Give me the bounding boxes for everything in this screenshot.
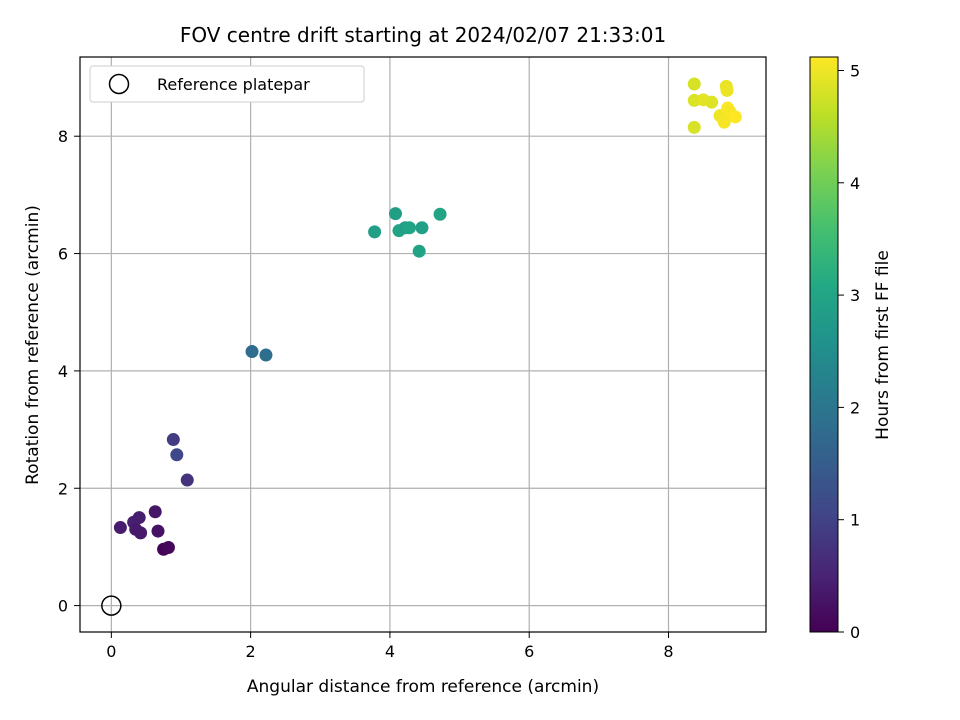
scatter-point bbox=[415, 221, 429, 235]
scatter-point bbox=[433, 207, 447, 221]
scatter-point bbox=[388, 207, 402, 221]
scatter-point bbox=[113, 521, 127, 535]
scatter-point bbox=[259, 348, 273, 362]
colorbar-ticks: 0 1 2 3 4 5 bbox=[838, 61, 860, 642]
colorbar-label: Hours from first FF file bbox=[873, 250, 893, 440]
x-tick-label: 8 bbox=[663, 642, 673, 661]
y-tick-label: 4 bbox=[58, 362, 68, 381]
scatter-point bbox=[166, 433, 180, 447]
scatter-point bbox=[687, 120, 701, 134]
x-axis-ticks: 0 2 4 6 8 bbox=[106, 632, 674, 661]
x-tick-label: 6 bbox=[524, 642, 534, 661]
scatter-point bbox=[161, 541, 175, 555]
x-tick-label: 2 bbox=[246, 642, 256, 661]
scatter-point bbox=[705, 95, 719, 109]
scatter-point bbox=[132, 511, 146, 525]
scatter-point bbox=[687, 77, 701, 91]
x-tick-label: 0 bbox=[106, 642, 116, 661]
colorbar-tick-label: 0 bbox=[850, 623, 860, 642]
scatter-point bbox=[728, 110, 742, 124]
scatter-point bbox=[180, 473, 194, 487]
scatter-point bbox=[170, 448, 184, 462]
y-tick-label: 6 bbox=[58, 245, 68, 264]
legend-marker bbox=[108, 73, 130, 95]
data-points bbox=[113, 77, 742, 556]
colorbar-tick-label: 3 bbox=[850, 286, 860, 305]
scatter-point bbox=[720, 83, 734, 97]
plot-area bbox=[80, 57, 766, 632]
scatter-point bbox=[368, 225, 382, 239]
scatter-point bbox=[245, 345, 259, 359]
x-axis-label: Angular distance from reference (arcmin) bbox=[247, 677, 599, 697]
x-tick-label: 4 bbox=[385, 642, 395, 661]
reference-point bbox=[101, 595, 122, 616]
scatter-point bbox=[134, 526, 148, 540]
scatter-point bbox=[402, 221, 416, 235]
colorbar-tick-label: 5 bbox=[850, 61, 860, 80]
reference-marker bbox=[101, 595, 122, 616]
scatter-point bbox=[412, 244, 426, 258]
scatter-point bbox=[151, 524, 165, 538]
y-tick-label: 8 bbox=[58, 127, 68, 146]
y-tick-label: 0 bbox=[58, 597, 68, 616]
colorbar: 0 1 2 3 4 5 Hours from first FF file bbox=[809, 56, 893, 642]
y-tick-label: 2 bbox=[58, 479, 68, 498]
y-axis-label: Rotation from reference (arcmin) bbox=[23, 205, 43, 485]
chart-title: FOV centre drift starting at 2024/02/07 … bbox=[180, 23, 666, 47]
plot-frame bbox=[79, 56, 767, 633]
legend-box bbox=[89, 65, 365, 103]
legend: Reference platepar bbox=[89, 65, 365, 103]
colorbar-tick-label: 2 bbox=[850, 398, 860, 417]
colorbar-gradient bbox=[809, 56, 839, 633]
colorbar-tick-label: 4 bbox=[850, 174, 860, 193]
colorbar-tick-label: 1 bbox=[850, 511, 860, 530]
y-axis-ticks: 0 2 4 6 8 bbox=[58, 127, 80, 616]
legend-label: Reference platepar bbox=[157, 75, 310, 94]
scatter-point bbox=[148, 505, 162, 519]
scatter-point bbox=[717, 115, 731, 129]
